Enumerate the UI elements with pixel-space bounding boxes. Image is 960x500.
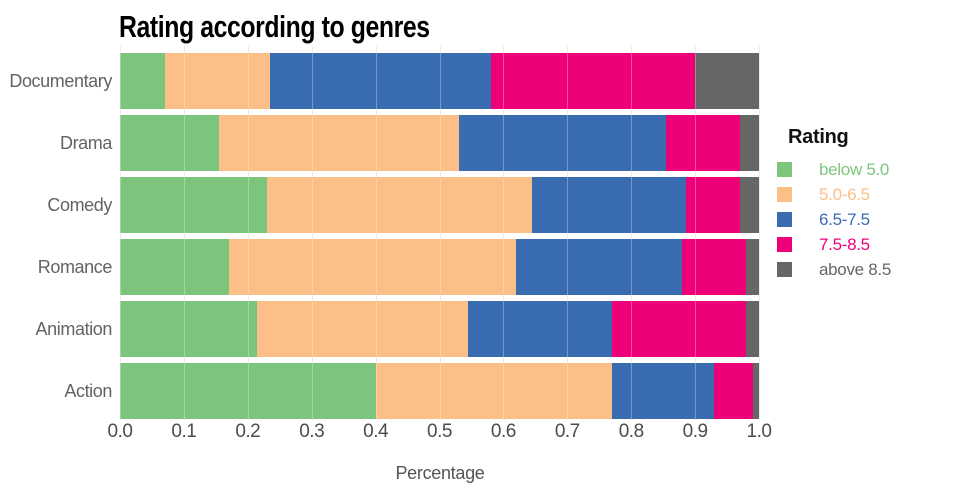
- bar-segment: [516, 239, 683, 295]
- legend-swatch: [777, 237, 792, 252]
- category-label: Comedy: [47, 195, 112, 215]
- gridline-overlay: [183, 46, 185, 420]
- bar-segment: [612, 363, 715, 419]
- bar-segment: [682, 239, 747, 295]
- bar-row: [120, 363, 759, 419]
- x-tick-label: 0.5: [427, 421, 452, 442]
- legend-title: Rating: [788, 126, 849, 148]
- bar-segment: [739, 115, 759, 171]
- gridline: [375, 46, 377, 420]
- bar-segment: [532, 177, 686, 233]
- bar-segment: [120, 53, 165, 109]
- gridline: [567, 46, 569, 420]
- bar-segment: [666, 115, 740, 171]
- gridline-overlay: [567, 46, 569, 420]
- gridline: [503, 46, 505, 420]
- gridline-overlay: [503, 46, 505, 420]
- bar-segment: [120, 115, 220, 171]
- plot-area: [120, 46, 760, 420]
- bar-segment: [375, 363, 613, 419]
- x-tick-label: 0.8: [618, 421, 644, 442]
- legend-swatch: [777, 162, 792, 177]
- gridline-overlay: [247, 46, 249, 420]
- gridline: [439, 46, 441, 420]
- x-tick-label: 0.6: [490, 421, 516, 442]
- x-tick-label: 1.0: [746, 421, 772, 442]
- legend-item: above 8.5: [777, 257, 959, 282]
- bar-segment: [714, 363, 753, 419]
- gridline-overlay: [631, 46, 633, 420]
- gridline: [247, 46, 249, 420]
- bar-segment: [752, 363, 759, 419]
- legend-label: below 5.0: [819, 159, 890, 179]
- chart-title: Rating according to genres: [119, 9, 430, 44]
- bar-segment: [120, 363, 376, 419]
- gridline-overlay: [759, 46, 760, 420]
- legend-label: 6.5-7.5: [819, 209, 870, 229]
- legend-item: 6.5-7.5: [777, 207, 959, 232]
- bar-segment: [270, 53, 491, 109]
- bar-segment: [468, 301, 612, 357]
- bar-segment: [458, 115, 667, 171]
- bar-segment: [685, 177, 740, 233]
- x-tick-label: 0.1: [171, 421, 197, 442]
- gridline: [759, 46, 760, 420]
- x-tick-label: 0.2: [235, 421, 261, 442]
- bar-row: [120, 177, 759, 233]
- gridline: [695, 46, 697, 420]
- legend: Rating below 5.0 5.0-6.5 6.5-7.5 7.5-8.5 abo…: [777, 126, 959, 282]
- legend-item: 5.0-6.5: [777, 182, 959, 207]
- bar-segment: [120, 239, 229, 295]
- gridline: [120, 46, 121, 420]
- bar-segment: [219, 115, 459, 171]
- gridline: [183, 46, 185, 420]
- bar-segment: [164, 53, 271, 109]
- x-tick-label: 0.4: [363, 421, 389, 442]
- legend-label: 7.5-8.5: [819, 234, 870, 254]
- x-tick-label: 0.0: [107, 421, 133, 442]
- bar-row: [120, 115, 759, 171]
- bar-segment: [695, 53, 759, 109]
- gridline: [311, 46, 313, 420]
- category-label: Drama: [59, 133, 112, 153]
- gridline-overlay: [695, 46, 697, 420]
- category-label: Animation: [35, 319, 113, 339]
- legend-item: 7.5-8.5: [777, 232, 959, 257]
- bar-row: [120, 239, 759, 295]
- bar-row: [120, 301, 759, 357]
- legend-swatch: [777, 212, 792, 227]
- category-label: Documentary: [9, 71, 112, 91]
- x-tick-label: 0.7: [554, 421, 580, 442]
- category-label: Action: [64, 381, 112, 401]
- x-tick-label: 0.3: [299, 421, 325, 442]
- gridline-overlay: [439, 46, 441, 420]
- x-tick-label: 0.9: [682, 421, 708, 442]
- legend-items: below 5.0 5.0-6.5 6.5-7.5 7.5-8.5 above 8.5: [777, 157, 959, 282]
- bar-segment: [746, 301, 759, 357]
- legend-swatch: [777, 262, 792, 277]
- bar-segment: [266, 177, 533, 233]
- gridline-overlay: [375, 46, 377, 420]
- legend-label: above 8.5: [819, 259, 891, 279]
- legend-item: below 5.0: [777, 157, 959, 182]
- legend-swatch: [777, 187, 792, 202]
- bar-segment: [228, 239, 517, 295]
- category-label: Romance: [37, 257, 113, 277]
- legend-label: 5.0-6.5: [819, 184, 870, 204]
- bar-segment: [612, 301, 747, 357]
- bar-segment: [739, 177, 759, 233]
- bar-segment: [257, 301, 469, 357]
- bar-row: [120, 53, 759, 109]
- bar-segment: [490, 53, 696, 109]
- bar-segment: [120, 177, 267, 233]
- bar-segment: [120, 301, 258, 357]
- gridline-overlay: [120, 46, 121, 420]
- gridline-overlay: [311, 46, 313, 420]
- gridline: [631, 46, 633, 420]
- x-axis-label: Percentage: [395, 463, 485, 483]
- bar-segment: [746, 239, 759, 295]
